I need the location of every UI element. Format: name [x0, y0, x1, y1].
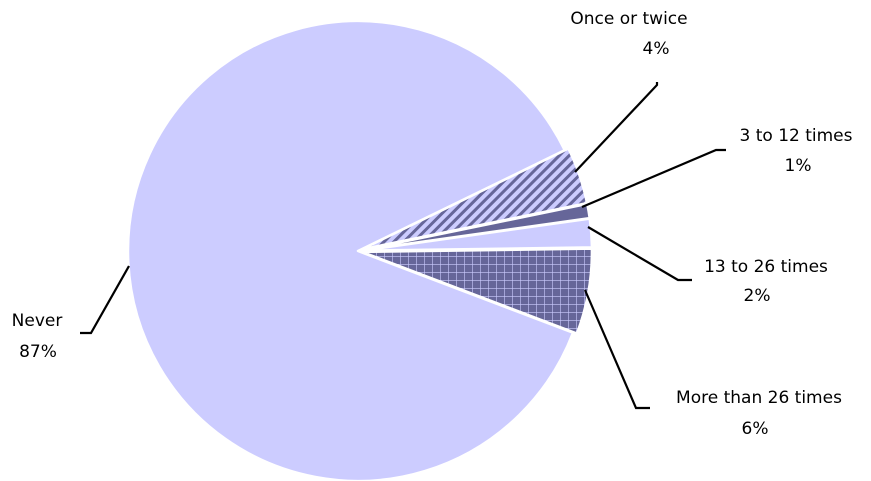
- pie-slice-more-than-26-times: [360, 247, 594, 335]
- leader-lines: [80, 82, 726, 410]
- slice-label-name: More than 26 times: [676, 388, 842, 408]
- slice-label-value: 4%: [643, 39, 670, 59]
- pie-slice-13-to-26-times: [360, 217, 594, 252]
- pie-slices: [126, 19, 594, 481]
- slice-label-value: 6%: [742, 419, 769, 439]
- slice-label-name: Once or twice: [570, 9, 687, 29]
- slice-label-value: 2%: [744, 286, 771, 306]
- leader-line-once-or-twice: [574, 82, 659, 173]
- slice-label-value: 1%: [785, 156, 812, 176]
- slice-labels: Once or twice 4% 3 to 12 times 1% 13 to 26 t…: [12, 9, 853, 439]
- pie-slice-never: [126, 19, 575, 481]
- leader-line-more-than-26-times: [583, 289, 650, 410]
- slice-label-name: Never: [12, 311, 63, 331]
- leader-line-13-to-26-times: [587, 226, 692, 282]
- slice-label-name: 13 to 26 times: [704, 257, 828, 277]
- slice-label-name: 3 to 12 times: [740, 126, 853, 146]
- slice-label-value: 87%: [19, 342, 57, 362]
- leader-line-never: [80, 265, 130, 335]
- leader-line-3-to-12-times: [581, 148, 726, 209]
